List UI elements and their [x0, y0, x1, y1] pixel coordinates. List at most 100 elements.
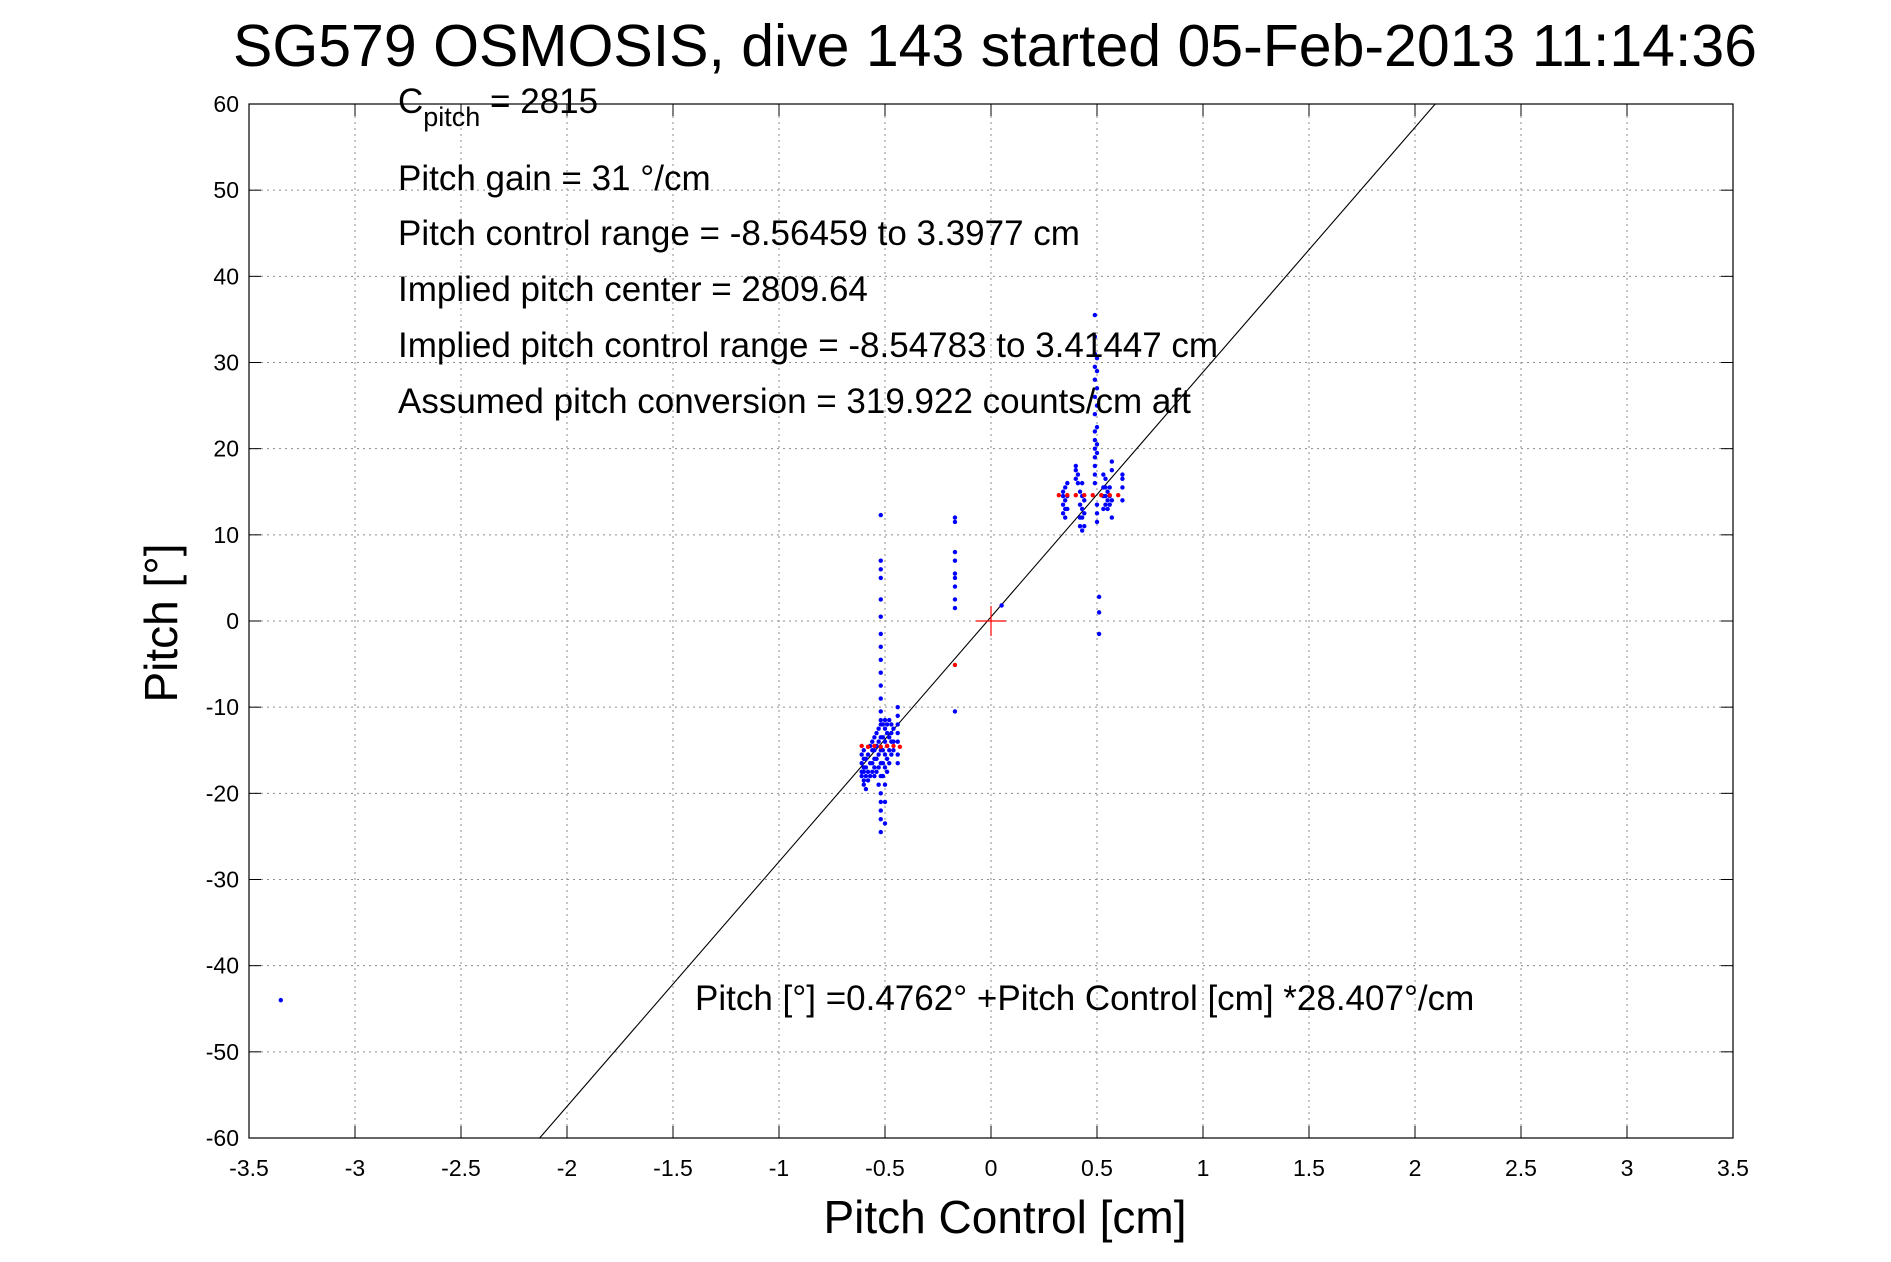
observed-point: [1105, 489, 1110, 494]
observed-point: [1101, 472, 1106, 477]
observed-point: [891, 726, 896, 731]
x-axis-label: Pitch Control [cm]: [824, 1191, 1187, 1243]
observed-point: [889, 730, 894, 736]
observed-point: [1063, 515, 1068, 520]
observed-point: [878, 829, 883, 835]
binned-point: [952, 662, 958, 668]
observed-point: [863, 756, 869, 762]
observed-point: [876, 765, 881, 770]
observed-point: [895, 713, 900, 718]
observed-point: [882, 752, 888, 757]
observed-point: [865, 778, 871, 783]
x-tick-label: -3: [345, 1155, 365, 1181]
observed-point: [880, 760, 886, 766]
chart-title: SG579 OSMOSIS, dive 143 started 05-Feb-2…: [233, 13, 1757, 79]
observed-point: [1092, 437, 1098, 443]
observed-point: [1092, 334, 1098, 339]
observed-point: [1082, 511, 1087, 516]
observed-point: [876, 752, 881, 757]
binned-points: [859, 492, 1121, 750]
observed-point: [1082, 524, 1087, 529]
observed-point: [878, 808, 883, 813]
observed-point: [278, 997, 283, 1003]
observed-point: [1094, 442, 1100, 447]
observed-point: [878, 558, 883, 563]
observed-point: [880, 722, 886, 727]
observed-point: [882, 726, 888, 731]
observed-point: [865, 769, 871, 774]
observed-point: [1094, 519, 1100, 525]
observed-point: [876, 726, 881, 731]
y-tick-label: -50: [206, 1039, 239, 1065]
observed-point: [861, 782, 866, 787]
observed-point: [1094, 502, 1100, 507]
observed-point: [878, 670, 883, 675]
observed-point: [882, 821, 888, 826]
observed-point: [952, 597, 958, 602]
observed-point: [861, 748, 866, 753]
y-tick-label: -60: [206, 1125, 239, 1151]
observed-point: [878, 575, 883, 581]
observed-point: [1079, 506, 1085, 512]
observed-point: [882, 782, 888, 787]
observed-point: [867, 773, 873, 779]
binned-point: [1073, 492, 1079, 498]
observed-point: [1073, 468, 1079, 473]
observed-point: [872, 765, 877, 770]
x-tick-label: -1: [769, 1155, 789, 1181]
observed-point: [874, 756, 879, 762]
observed-point: [861, 778, 866, 783]
observed-point: [870, 739, 875, 744]
observed-point: [884, 730, 890, 736]
observed-point: [882, 799, 888, 805]
y-tick-label: -20: [206, 780, 239, 806]
observed-point: [1120, 485, 1125, 490]
observed-point: [878, 567, 883, 572]
observed-point: [1060, 502, 1066, 507]
observed-point: [952, 515, 958, 520]
observed-point: [880, 748, 886, 753]
observed-point: [1120, 498, 1125, 503]
observed-point: [1120, 472, 1125, 477]
observed-point: [1105, 498, 1110, 503]
observed-point: [889, 722, 894, 727]
observed-point: [895, 739, 900, 744]
observed-point: [1107, 485, 1112, 490]
observed-point: [952, 575, 958, 581]
y-tick-label: 30: [213, 350, 239, 376]
observed-point: [1103, 493, 1108, 499]
fit-equation: Pitch [°] =0.4762° +Pitch Control [cm] *…: [695, 979, 1474, 1018]
observed-point: [872, 773, 877, 779]
observed-point: [1092, 429, 1098, 434]
observed-point: [1077, 489, 1083, 494]
observed-point: [863, 786, 869, 792]
annotation-control-range: Pitch control range = -8.56459 to 3.3977…: [398, 214, 1080, 253]
observed-point: [874, 730, 879, 736]
observed-point: [895, 752, 900, 757]
y-tick-label: 50: [213, 177, 239, 203]
y-axis-label: Pitch [°]: [135, 543, 187, 702]
y-tick-labels: -60 -50 -40 -30 -20 -10 0 10 20 30 40 50 60: [206, 91, 239, 1151]
binned-point: [878, 744, 883, 750]
binned-point: [1116, 492, 1121, 498]
binned-point: [1090, 492, 1095, 498]
observed-point: [1109, 468, 1115, 473]
observed-point: [887, 760, 892, 766]
x-tick-labels: -3.5 -3 -2.5 -2 -1.5 -1 -0.5 0 0.5 1 1.5 2 2.5 3 3.5: [229, 1155, 1749, 1181]
observed-point: [887, 748, 892, 753]
observed-point: [1094, 403, 1100, 408]
observed-point: [1060, 489, 1066, 494]
observed-point: [1094, 368, 1100, 374]
y-tick-label: 40: [213, 263, 239, 289]
annotation-conversion: Assumed pitch conversion = 319.922 count…: [398, 382, 1191, 421]
observed-point: [952, 571, 958, 576]
observed-point: [1079, 515, 1085, 520]
observed-point: [878, 799, 883, 805]
observed-point: [999, 603, 1004, 608]
observed-point: [880, 735, 886, 740]
binned-point: [884, 743, 890, 749]
observed-point: [1120, 476, 1125, 482]
observed-point: [1103, 476, 1108, 482]
observed-point: [1065, 506, 1070, 512]
observed-point: [1077, 502, 1083, 507]
